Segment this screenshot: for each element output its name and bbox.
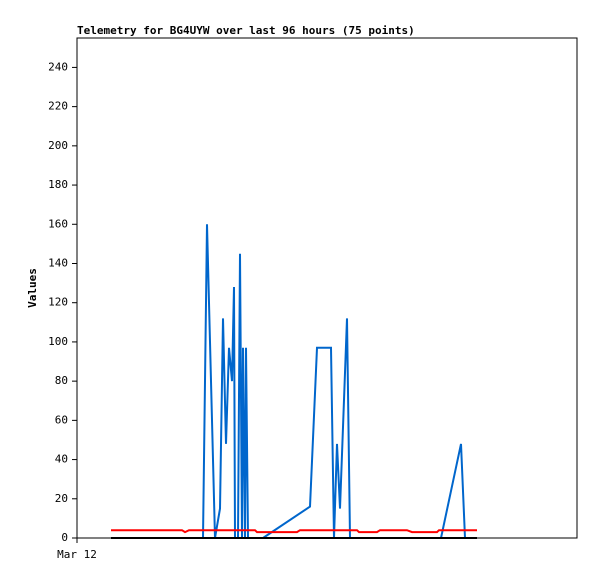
y-tick-label: 120 (48, 296, 68, 309)
y-axis-label: Values (26, 268, 39, 308)
y-tick-label: 160 (48, 217, 68, 230)
y-tick-label: 0 (61, 531, 68, 544)
y-tick-label: 180 (48, 178, 68, 191)
y-tick-label: 60 (55, 413, 68, 426)
y-tick-label: 140 (48, 256, 68, 269)
y-tick-label: 240 (48, 60, 68, 73)
x-tick-label: Mar 12 (57, 548, 97, 561)
y-tick-label: 200 (48, 139, 68, 152)
chart-title: Telemetry for BG4UYW over last 96 hours … (77, 24, 415, 37)
y-tick-label: 20 (55, 492, 68, 505)
y-tick-label: 220 (48, 100, 68, 113)
y-tick-label: 40 (55, 453, 68, 466)
y-tick-label: 100 (48, 335, 68, 348)
y-tick-label: 80 (55, 374, 68, 387)
series-line (111, 529, 477, 534)
